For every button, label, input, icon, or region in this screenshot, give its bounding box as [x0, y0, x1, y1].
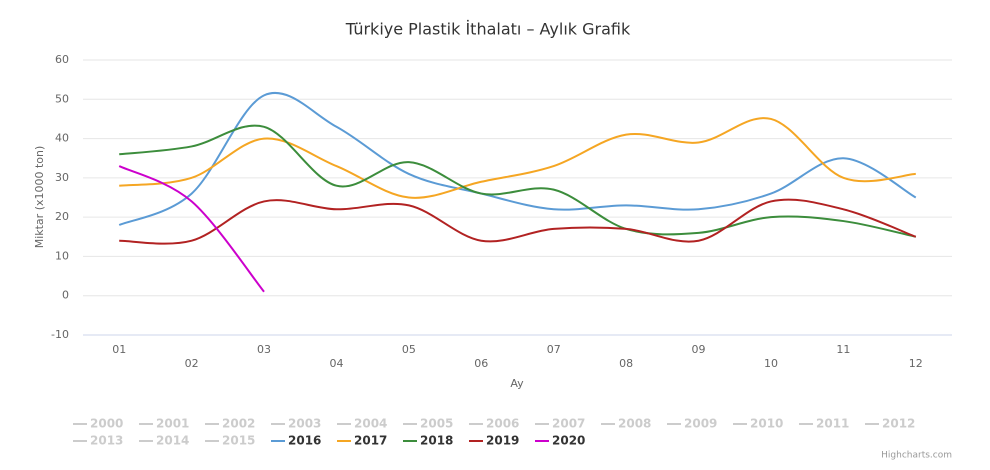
x-tick-label: 06 — [474, 357, 488, 370]
series-line — [118, 92, 917, 226]
x-tick-label: 07 — [547, 343, 561, 356]
series-line — [119, 198, 917, 245]
legend-item[interactable]: 2008 — [618, 417, 651, 431]
x-tick-label: 03 — [257, 343, 271, 356]
y-tick-label: 40 — [55, 132, 69, 145]
y-tick-label: 60 — [55, 53, 69, 66]
credit[interactable]: Highcharts.com — [881, 451, 952, 461]
x-tick-label: 08 — [619, 357, 633, 370]
x-tick-label: 02 — [185, 357, 199, 370]
legend-item[interactable]: 2005 — [420, 417, 453, 431]
y-tick-label: 50 — [55, 92, 69, 105]
series-line — [119, 117, 916, 199]
legend-item[interactable]: 2013 — [90, 434, 123, 448]
legend-item[interactable]: 2014 — [156, 434, 189, 448]
legend-item[interactable]: 2001 — [156, 417, 189, 431]
y-axis-label: Miktar (x1000 ton) — [33, 146, 46, 249]
legend-item[interactable]: 2018 — [420, 434, 453, 448]
legend-item[interactable]: 2010 — [750, 417, 783, 431]
y-tick-label: -10 — [51, 328, 69, 341]
x-tick-label: 09 — [692, 343, 706, 356]
x-axis-label: Ay — [510, 377, 524, 390]
legend-item[interactable]: 2017 — [354, 434, 387, 448]
legend-item[interactable]: 2006 — [486, 417, 519, 431]
legend-item[interactable]: 2011 — [816, 417, 849, 431]
legend-item[interactable]: 2000 — [90, 417, 123, 431]
x-tick-label: 05 — [402, 343, 416, 356]
legend-item[interactable]: 2016 — [288, 434, 321, 448]
legend-item[interactable]: 2004 — [354, 417, 387, 431]
series-line — [118, 165, 265, 293]
legend-item[interactable]: 2019 — [486, 434, 519, 448]
y-tick-label: 0 — [62, 289, 69, 302]
x-tick-label: 04 — [329, 357, 343, 370]
x-tick-label: 01 — [112, 343, 126, 356]
x-tick-label: 10 — [764, 357, 778, 370]
series-line — [119, 124, 917, 238]
legend-item[interactable]: 2009 — [684, 417, 717, 431]
y-tick-label: 10 — [55, 249, 69, 262]
legend-item[interactable]: 2020 — [552, 434, 585, 448]
x-tick-label: 11 — [836, 343, 850, 356]
legend-item[interactable]: 2015 — [222, 434, 255, 448]
chart-title: Türkiye Plastik İthalatı – Aylık Grafik — [345, 20, 631, 39]
legend-item[interactable]: 2003 — [288, 417, 321, 431]
legend-item[interactable]: 2007 — [552, 417, 585, 431]
legend-item[interactable]: 2002 — [222, 417, 255, 431]
y-tick-label: 20 — [55, 210, 69, 223]
legend-item[interactable]: 2012 — [882, 417, 915, 431]
y-tick-label: 30 — [55, 171, 69, 184]
x-tick-label: 12 — [909, 357, 923, 370]
